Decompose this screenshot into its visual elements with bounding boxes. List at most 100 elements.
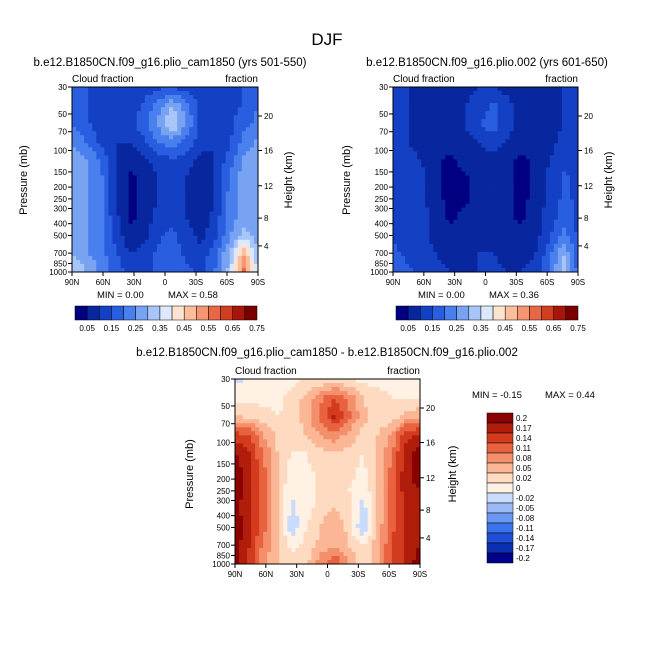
heatmap-cell — [222, 256, 226, 260]
heatmap-cell — [76, 119, 80, 123]
heatmap-cell — [283, 419, 287, 423]
heatmap-cell — [235, 379, 239, 383]
heatmap-cell — [161, 236, 165, 240]
heatmap-cell — [201, 220, 205, 224]
heatmap-cell — [546, 188, 550, 192]
heatmap-cell — [76, 188, 80, 192]
heatmap-cell — [558, 200, 562, 204]
heatmap-cell — [226, 163, 230, 167]
heatmap-cell — [445, 147, 449, 151]
heatmap-cell — [250, 248, 254, 252]
heatmap-cell — [96, 135, 100, 139]
heatmap-cell — [469, 123, 473, 127]
heatmap-cell — [189, 236, 193, 240]
heatmap-cell — [104, 204, 108, 208]
heatmap-cell — [157, 147, 161, 151]
heatmap-cell — [197, 139, 201, 143]
heatmap-cell — [121, 163, 125, 167]
heatmap-cell — [441, 99, 445, 103]
heatmap-cell — [506, 111, 510, 115]
heatmap-cell — [486, 107, 490, 111]
heatmap-cell — [510, 204, 514, 208]
heatmap-cell — [72, 212, 76, 216]
heatmap-cell — [481, 184, 485, 188]
heatmap-cell — [259, 379, 263, 383]
heatmap-cell — [218, 119, 222, 123]
heatmap-cell — [214, 111, 218, 115]
heatmap-cell — [530, 204, 534, 208]
heatmap-cell — [502, 111, 506, 115]
heatmap-cell — [344, 411, 348, 415]
heatmap-cell — [246, 147, 250, 151]
heatmap-cell — [417, 232, 421, 236]
heatmap-cell — [469, 111, 473, 115]
heatmap-cell — [510, 111, 514, 115]
heatmap-cell — [461, 115, 465, 119]
heatmap-cell — [161, 224, 165, 228]
heatmap-cell — [396, 403, 400, 407]
heatmap-cell — [165, 264, 169, 268]
heatmap-cell — [275, 383, 279, 387]
heatmap-cell — [409, 192, 413, 196]
heatmap-cell — [96, 232, 100, 236]
heatmap-cell — [230, 159, 234, 163]
heatmap-cell — [214, 175, 218, 179]
heatmap-cell — [129, 139, 133, 143]
heatmap-cell — [425, 212, 429, 216]
heatmap-cell — [388, 415, 392, 419]
colorbar-swatch — [111, 306, 123, 320]
heatmap-cell — [514, 200, 518, 204]
heatmap-cell — [546, 220, 550, 224]
heatmap-cell — [514, 103, 518, 107]
heatmap-cell — [116, 256, 120, 260]
heatmap-cell — [457, 151, 461, 155]
heatmap-cell — [315, 387, 319, 391]
heatmap-cell — [205, 139, 209, 143]
heatmap-cell — [465, 228, 469, 232]
heatmap-cell — [209, 155, 213, 159]
heatmap-cell — [222, 167, 226, 171]
heatmap-cell — [477, 147, 481, 151]
heatmap-cell — [405, 216, 409, 220]
heatmap-cell — [307, 383, 311, 387]
heatmap-cell — [92, 159, 96, 163]
heatmap-cell — [542, 147, 546, 151]
heatmap-cell — [469, 131, 473, 135]
heatmap-cell — [352, 419, 356, 423]
heatmap-cell — [247, 415, 251, 419]
heatmap-cell — [242, 212, 246, 216]
heatmap-cell — [413, 103, 417, 107]
heatmap-cell — [437, 127, 441, 131]
heatmap-cell — [393, 139, 397, 143]
heatmap-cell — [169, 107, 173, 111]
heatmap-cell — [169, 216, 173, 220]
heatmap-cell — [534, 200, 538, 204]
heatmap-cell — [108, 184, 112, 188]
heatmap-cell — [437, 155, 441, 159]
heatmap-cell — [530, 188, 534, 192]
heatmap-cell — [401, 91, 405, 95]
heatmap-cell — [169, 103, 173, 107]
heatmap-cell — [129, 236, 133, 240]
heatmap-cell — [129, 256, 133, 260]
heatmap-cell — [429, 232, 433, 236]
heatmap-cell — [546, 192, 550, 196]
heatmap-cell — [413, 184, 417, 188]
heatmap-cell — [279, 383, 283, 387]
heatmap-cell — [238, 143, 242, 147]
heatmap-cell — [157, 216, 161, 220]
heatmap-cell — [279, 387, 283, 391]
heatmap-cell — [279, 427, 283, 431]
heatmap-cell — [409, 115, 413, 119]
heatmap-cell — [546, 95, 550, 99]
heatmap-cell — [449, 200, 453, 204]
heatmap-cell — [242, 131, 246, 135]
heatmap-cell — [570, 119, 574, 123]
heatmap-cell — [303, 395, 307, 399]
heatmap-cell — [502, 95, 506, 99]
heatmap-cell — [173, 244, 177, 248]
heatmap-cell — [116, 167, 120, 171]
heatmap-cell — [80, 135, 84, 139]
heatmap-cell — [554, 135, 558, 139]
heatmap-cell — [473, 232, 477, 236]
